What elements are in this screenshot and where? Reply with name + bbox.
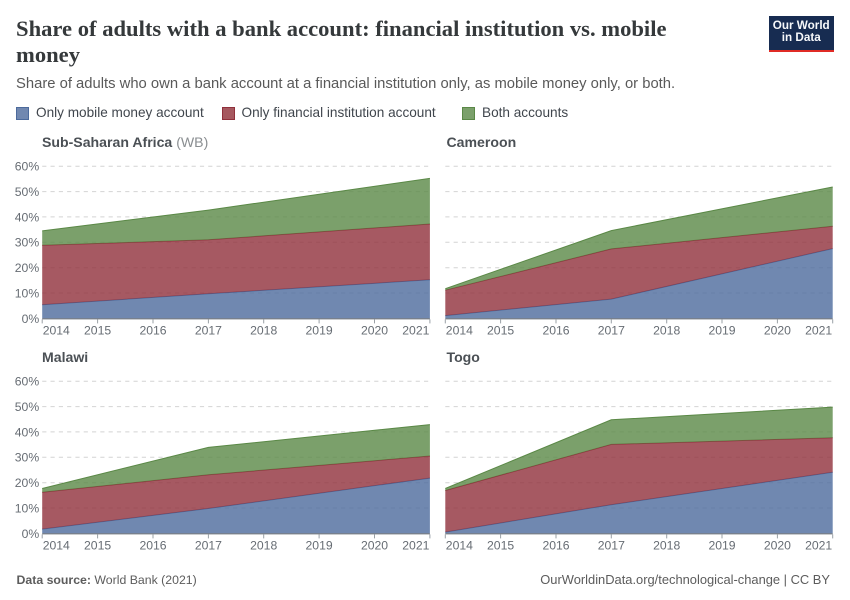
svg-text:2014: 2014 — [43, 539, 70, 553]
svg-text:2017: 2017 — [195, 539, 222, 553]
svg-text:20%: 20% — [15, 476, 40, 490]
svg-text:2017: 2017 — [598, 539, 625, 553]
svg-text:2016: 2016 — [542, 539, 569, 553]
svg-text:20%: 20% — [15, 261, 40, 275]
svg-text:2015: 2015 — [487, 539, 514, 553]
svg-text:10%: 10% — [15, 286, 40, 300]
svg-text:2021: 2021 — [402, 539, 429, 553]
svg-text:2015: 2015 — [84, 324, 111, 338]
svg-text:2020: 2020 — [764, 324, 791, 338]
svg-text:2019: 2019 — [708, 539, 735, 553]
svg-text:2021: 2021 — [402, 324, 429, 338]
svg-text:2019: 2019 — [306, 324, 333, 338]
svg-text:2021: 2021 — [805, 539, 832, 553]
svg-text:2014: 2014 — [43, 324, 70, 338]
svg-text:2014: 2014 — [446, 324, 473, 338]
svg-text:0%: 0% — [22, 527, 40, 541]
svg-text:2020: 2020 — [764, 539, 791, 553]
svg-text:2018: 2018 — [653, 539, 680, 553]
svg-text:2016: 2016 — [542, 324, 569, 338]
svg-text:30%: 30% — [15, 236, 40, 250]
svg-text:2015: 2015 — [84, 539, 111, 553]
svg-text:0%: 0% — [22, 312, 40, 326]
svg-text:2015: 2015 — [487, 324, 514, 338]
svg-text:2016: 2016 — [139, 324, 166, 338]
svg-text:2016: 2016 — [139, 539, 166, 553]
svg-text:2017: 2017 — [598, 324, 625, 338]
svg-text:50%: 50% — [15, 185, 40, 199]
svg-text:2021: 2021 — [805, 324, 832, 338]
svg-text:40%: 40% — [15, 210, 40, 224]
svg-text:2020: 2020 — [361, 539, 388, 553]
svg-text:2019: 2019 — [306, 539, 333, 553]
svg-text:30%: 30% — [15, 451, 40, 465]
svg-text:50%: 50% — [15, 400, 40, 414]
svg-text:2018: 2018 — [250, 324, 277, 338]
svg-text:2014: 2014 — [446, 539, 473, 553]
svg-text:40%: 40% — [15, 425, 40, 439]
svg-text:60%: 60% — [15, 375, 40, 389]
svg-text:2017: 2017 — [195, 324, 222, 338]
svg-text:2019: 2019 — [708, 324, 735, 338]
svg-text:2020: 2020 — [361, 324, 388, 338]
svg-text:10%: 10% — [15, 501, 40, 515]
svg-text:2018: 2018 — [653, 324, 680, 338]
svg-text:60%: 60% — [15, 160, 40, 174]
svg-text:2018: 2018 — [250, 539, 277, 553]
